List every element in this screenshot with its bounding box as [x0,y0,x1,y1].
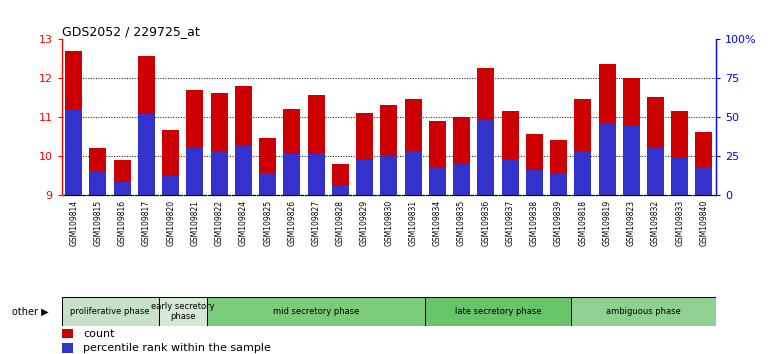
Bar [186,148,203,195]
Bar [598,64,615,195]
Text: GSM109832: GSM109832 [651,200,660,246]
Bar [647,97,664,195]
Bar [574,99,591,195]
Text: GSM109822: GSM109822 [215,200,223,246]
Bar [162,131,179,195]
Bar [623,78,640,195]
Bar [671,157,688,195]
Text: GSM109823: GSM109823 [627,200,636,246]
Text: GSM109820: GSM109820 [166,200,176,246]
Text: count: count [83,329,115,339]
Text: GDS2052 / 229725_at: GDS2052 / 229725_at [62,25,199,38]
Bar [501,159,518,195]
Bar [695,167,712,195]
Bar [159,297,207,326]
Bar [62,343,73,353]
Text: GSM109833: GSM109833 [675,200,685,246]
Bar [453,164,470,195]
Bar [138,57,155,195]
Bar [89,148,106,195]
Text: GSM109836: GSM109836 [481,200,490,246]
Text: GSM109814: GSM109814 [69,200,79,246]
Bar [571,297,716,326]
Bar [283,154,300,195]
Text: other ▶: other ▶ [12,307,49,316]
Bar [550,173,567,195]
Text: GSM109824: GSM109824 [239,200,248,246]
Bar [89,171,106,195]
Bar [259,173,276,195]
Bar [404,151,421,195]
Text: GSM109830: GSM109830 [384,200,393,246]
Text: mid secretory phase: mid secretory phase [273,307,360,316]
Bar [62,297,159,326]
Text: GSM109838: GSM109838 [530,200,539,246]
Bar [429,121,446,195]
Text: percentile rank within the sample: percentile rank within the sample [83,343,271,353]
Text: GSM109817: GSM109817 [142,200,151,246]
Bar [404,99,421,195]
Bar [380,105,397,195]
Text: GSM109831: GSM109831 [409,200,417,246]
Bar [332,164,349,195]
Text: GSM109827: GSM109827 [312,200,320,246]
Text: GSM109840: GSM109840 [699,200,708,246]
Bar [162,176,179,195]
Bar [647,148,664,195]
Text: GSM109815: GSM109815 [93,200,102,246]
Bar [623,126,640,195]
Text: late secretory phase: late secretory phase [454,307,541,316]
Bar [207,297,425,326]
Bar [453,117,470,195]
Bar [138,114,155,195]
Bar [477,120,494,195]
Bar [65,51,82,195]
Text: ambiguous phase: ambiguous phase [606,307,681,316]
Text: GSM109826: GSM109826 [287,200,296,246]
Bar [211,151,228,195]
Bar [114,182,131,195]
Bar [429,167,446,195]
Text: proliferative phase: proliferative phase [70,307,150,316]
Bar [211,93,228,195]
Bar [598,123,615,195]
Text: GSM109828: GSM109828 [336,200,345,246]
Bar [526,170,543,195]
Bar [114,160,131,195]
Text: GSM109839: GSM109839 [554,200,563,246]
Bar [308,153,325,195]
Bar [380,156,397,195]
Bar [477,68,494,195]
Bar [259,138,276,195]
Bar [695,132,712,195]
Bar [550,140,567,195]
Text: GSM109816: GSM109816 [118,200,127,246]
Bar [65,109,82,195]
Bar [235,145,252,195]
Bar [186,90,203,195]
Text: early secretory
phase: early secretory phase [151,302,215,321]
Bar [526,134,543,195]
Bar [332,185,349,195]
Text: GSM109837: GSM109837 [506,200,514,246]
Bar [62,329,73,338]
Bar [235,86,252,195]
Text: GSM109825: GSM109825 [263,200,272,246]
Text: GSM109819: GSM109819 [602,200,611,246]
Bar [283,109,300,195]
Bar [356,113,373,195]
Text: GSM109834: GSM109834 [433,200,442,246]
Text: GSM109835: GSM109835 [457,200,466,246]
Bar [574,151,591,195]
Bar [671,111,688,195]
Text: GSM109818: GSM109818 [578,200,588,246]
Bar [308,96,325,195]
Bar [356,160,373,195]
Bar [501,111,518,195]
Bar [425,297,571,326]
Text: GSM109821: GSM109821 [190,200,199,246]
Text: GSM109829: GSM109829 [360,200,369,246]
